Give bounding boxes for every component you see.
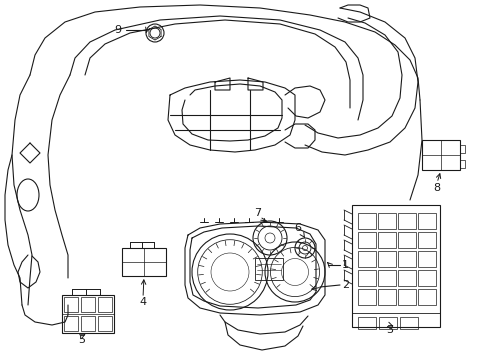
Bar bbox=[62, 295, 114, 333]
Text: 1: 1 bbox=[341, 260, 348, 270]
Text: 4: 4 bbox=[139, 297, 146, 307]
Bar bbox=[417, 289, 435, 305]
Bar bbox=[377, 232, 395, 248]
Bar bbox=[459, 145, 464, 153]
Text: 5: 5 bbox=[79, 335, 85, 345]
Bar bbox=[417, 251, 435, 267]
Text: 7: 7 bbox=[254, 208, 261, 218]
Bar bbox=[357, 232, 375, 248]
Bar bbox=[357, 317, 375, 329]
Text: 2: 2 bbox=[341, 280, 348, 290]
Bar bbox=[377, 213, 395, 229]
Bar bbox=[81, 297, 95, 312]
Bar bbox=[357, 270, 375, 286]
Bar bbox=[122, 248, 165, 276]
Bar bbox=[357, 213, 375, 229]
Text: 8: 8 bbox=[432, 183, 440, 193]
Bar bbox=[417, 270, 435, 286]
Bar bbox=[378, 317, 396, 329]
Bar bbox=[377, 251, 395, 267]
Bar bbox=[64, 297, 78, 312]
Bar bbox=[397, 289, 415, 305]
Bar bbox=[81, 316, 95, 331]
Bar bbox=[397, 213, 415, 229]
Bar bbox=[397, 232, 415, 248]
Bar bbox=[98, 316, 112, 331]
Bar bbox=[357, 251, 375, 267]
Bar bbox=[357, 289, 375, 305]
Bar bbox=[399, 317, 417, 329]
Bar bbox=[417, 213, 435, 229]
Bar bbox=[254, 258, 283, 280]
Bar bbox=[397, 270, 415, 286]
Bar bbox=[421, 140, 459, 170]
Bar bbox=[417, 232, 435, 248]
Bar bbox=[377, 270, 395, 286]
Bar bbox=[377, 289, 395, 305]
Text: 9: 9 bbox=[114, 25, 122, 35]
Bar bbox=[397, 251, 415, 267]
Bar bbox=[459, 160, 464, 168]
Text: 6: 6 bbox=[294, 223, 301, 233]
Bar bbox=[98, 297, 112, 312]
Bar bbox=[351, 205, 439, 327]
Bar bbox=[64, 316, 78, 331]
Text: 3: 3 bbox=[386, 325, 393, 335]
